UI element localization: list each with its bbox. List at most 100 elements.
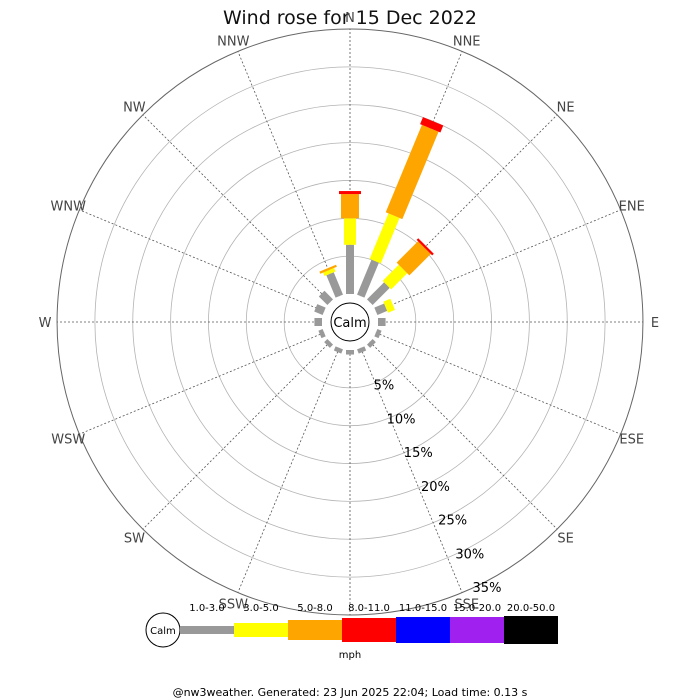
calm-circle — [330, 302, 370, 342]
ring-30 — [94, 66, 606, 578]
spoke-ese — [375, 332, 621, 435]
bar-sw — [324, 338, 334, 348]
bar-s — [346, 350, 354, 355]
direction-label-ene: ENE — [619, 199, 645, 214]
bar-segment-ssw-1.0-3.0 — [333, 346, 343, 354]
bar-segment-wsw-1.0-3.0 — [318, 329, 326, 339]
speed-legend: Calm 1.0-3.0 3.0-5.0 5.0-8.0 8.0-11.0 11.0-15… — [145, 603, 558, 648]
bar-segment-n-5.0-8.0 — [341, 194, 359, 219]
direction-label-e: E — [651, 316, 659, 331]
bar-segment-ne-3.0-5.0 — [382, 264, 408, 290]
ring-20 — [170, 142, 530, 502]
ring-labels: 5% 10% 15% 20% 25% 30% 35% — [374, 379, 502, 596]
bar-e — [378, 318, 386, 326]
legend-range-5.0-8.0: 5.0-8.0 — [297, 603, 332, 614]
direction-label-ese: ESE — [619, 433, 644, 448]
spoke-wsw — [79, 332, 325, 435]
bar-segment-nne-3.0-5.0 — [369, 213, 400, 264]
spoke-nnw — [237, 51, 340, 297]
bar-segment-nw-1.0-3.0 — [318, 290, 334, 306]
legend-swatch-15.0-20.0 — [450, 617, 504, 643]
bar-segment-w-1.0-3.0 — [314, 318, 322, 326]
bar-segment-nne-1.0-3.0 — [357, 259, 379, 298]
bar-segment-sse-1.0-3.0 — [357, 346, 367, 354]
legend-range-11.0-15.0: 11.0-15.0 — [399, 603, 447, 614]
spoke-sw — [142, 341, 331, 530]
bar-segment-nnw-1.0-3.0 — [326, 272, 343, 298]
direction-label-wsw: WSW — [51, 433, 85, 448]
bar-segment-sw-1.0-3.0 — [324, 338, 334, 348]
bar-ne — [366, 238, 434, 306]
direction-label-w: W — [39, 316, 52, 331]
direction-label-sse: SSE — [454, 598, 479, 613]
bar-segment-e-1.0-3.0 — [378, 318, 386, 326]
bar-segment-ese-1.0-3.0 — [374, 329, 382, 339]
spoke-se — [369, 341, 558, 530]
legend-range-1.0-3.0: 1.0-3.0 — [189, 603, 224, 614]
calm-ring — [330, 302, 370, 342]
legend-range-15.0-20.0: 15.0-20.0 — [453, 603, 501, 614]
bar-nne — [357, 117, 444, 298]
bar-se — [366, 338, 376, 348]
direction-label-nnw: NNW — [217, 34, 249, 49]
direction-label-ne: NE — [557, 100, 575, 115]
legend-swatch-8.0-11.0 — [342, 618, 396, 642]
bar-sse — [357, 346, 367, 354]
ring-label-5: 5% — [374, 379, 395, 394]
legend-swatch-1.0-3.0 — [180, 626, 234, 634]
bar-ssw — [333, 346, 343, 354]
direction-label-wnw: WNW — [51, 199, 87, 214]
legend-swatch-20.0-50.0 — [504, 616, 558, 644]
legend-swatch-11.0-15.0 — [396, 617, 450, 643]
bar-segment-nne-8.0-11.0 — [420, 117, 444, 133]
footer-text: @nw3weather. Generated: 23 Jun 2025 22:0… — [173, 686, 528, 699]
legend-swatch-3.0-5.0 — [234, 623, 288, 637]
direction-label-ssw: SSW — [219, 598, 249, 613]
bar-segment-ene-1.0-3.0 — [374, 303, 388, 315]
bar-ese — [374, 329, 382, 339]
direction-label-sw: SW — [124, 532, 145, 547]
bar-segment-nnw-5.0-8.0 — [319, 264, 337, 274]
legend-calm-label: Calm — [150, 626, 176, 637]
bar-segment-nne-5.0-8.0 — [385, 124, 439, 220]
legend-unit-label: mph — [339, 650, 361, 661]
spoke-sse — [360, 347, 463, 593]
legend-range-8.0-11.0: 8.0-11.0 — [348, 603, 390, 614]
bar-segment-n-8.0-11.0 — [339, 191, 361, 195]
bar-segment-n-3.0-5.0 — [344, 218, 356, 245]
bar-segment-ne-1.0-3.0 — [366, 282, 390, 306]
bar-w — [314, 318, 322, 326]
direction-label-nne: NNE — [453, 34, 481, 49]
bar-segment-wnw-1.0-3.0 — [314, 304, 326, 315]
bar-wnw — [314, 304, 326, 315]
direction-labels: NNNENEENEEESESESSESSSWSWWSWWWNWNWNNW — [39, 11, 659, 636]
bar-segment-s-1.0-3.0 — [346, 350, 354, 355]
ring-label-20: 20% — [421, 480, 450, 495]
direction-label-nw: NW — [123, 100, 146, 115]
chart-title: Wind rose for 15 Dec 2022 — [223, 7, 477, 29]
bar-nw — [318, 290, 334, 306]
ring-label-25: 25% — [438, 514, 467, 529]
bar-segment-ene-3.0-5.0 — [383, 298, 395, 313]
ring-label-30: 30% — [455, 547, 484, 562]
direction-label-n: N — [345, 11, 355, 26]
bar-segment-n-1.0-3.0 — [346, 244, 354, 294]
ring-label-35: 35% — [473, 581, 502, 596]
bar-segment-se-1.0-3.0 — [366, 338, 376, 348]
spoke-ene — [375, 209, 621, 312]
bar-ene — [374, 298, 395, 315]
bar-segment-nnw-3.0-5.0 — [323, 267, 336, 277]
spoke-wnw — [79, 209, 325, 312]
bar-segment-ne-5.0-8.0 — [396, 241, 431, 276]
wind-bars — [314, 117, 444, 355]
spoke-ssw — [237, 347, 340, 593]
direction-label-se: SE — [557, 532, 573, 547]
spoke-nw — [142, 114, 331, 303]
legend-range-20.0-50.0: 20.0-50.0 — [507, 603, 555, 614]
bar-segment-ne-8.0-11.0 — [416, 238, 434, 256]
legend-range-3.0-5.0: 3.0-5.0 — [243, 603, 278, 614]
calm-label: Calm — [333, 316, 366, 331]
bar-wsw — [318, 329, 326, 339]
bar-n — [339, 191, 361, 294]
